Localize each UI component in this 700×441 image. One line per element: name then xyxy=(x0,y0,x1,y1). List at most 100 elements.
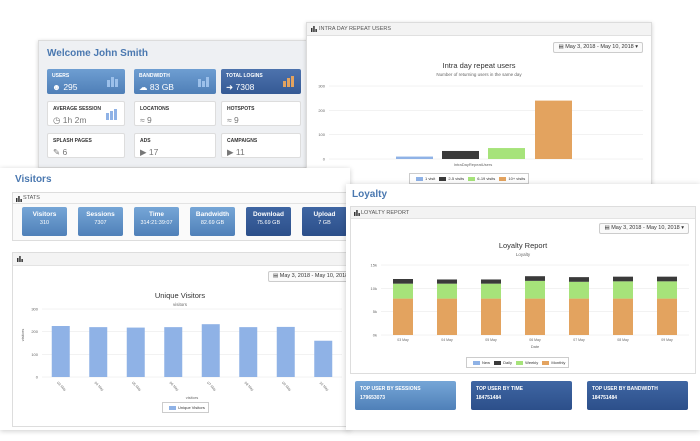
legend-6-19-visits: 6-19 visits xyxy=(477,176,496,181)
bar-segment-daily xyxy=(437,279,457,284)
repeat-date-range-picker[interactable]: ▤ May 3, 2018 - May 10, 2018 ▾ xyxy=(553,42,643,53)
users-value: 295 xyxy=(63,82,78,92)
legend-10-plus-visits: 10+ visits xyxy=(508,176,526,181)
hotspots-label: HOTSPOTS xyxy=(227,106,255,112)
stat-sessions[interactable]: Sessions 7307 xyxy=(78,207,123,236)
bar-segment-daily xyxy=(525,276,545,281)
play-icon: ▶ xyxy=(140,147,147,157)
x-tick-label: 05 May xyxy=(131,381,142,392)
bar-2-5-visits xyxy=(442,150,479,159)
locations-value: 9 xyxy=(147,115,152,125)
bar-segment-weekly xyxy=(393,283,413,299)
x-tick-label: 05 May xyxy=(485,338,497,342)
x-tick-label: 04 May xyxy=(94,381,105,392)
average-session-tile[interactable]: AVERAGE SESSION ◷ 1h 2m xyxy=(47,101,125,126)
x-tick-label: 06 May xyxy=(529,338,541,342)
bar-segment-daily xyxy=(393,279,413,284)
y-tick-label: 0 xyxy=(36,375,39,380)
caret-down-icon: ▾ xyxy=(681,225,684,231)
bar-segment-weekly xyxy=(569,281,589,299)
y-axis-label: visitors xyxy=(20,329,25,341)
bar-chart-icon xyxy=(17,256,23,262)
bar-segment-monthly xyxy=(569,298,589,335)
loyalty-report-card: LOYALTY REPORT ▤ May 3, 2018 - May 10, 2… xyxy=(350,206,696,374)
locations-label: LOCATIONS xyxy=(140,106,170,112)
bar-segment-weekly xyxy=(657,281,677,299)
bar-segment-weekly xyxy=(613,281,633,299)
play-icon: ▶ xyxy=(227,147,234,157)
visitors-date-range-picker[interactable]: ▤ May 3, 2018 - May 10, 2018 ▾ xyxy=(268,271,358,282)
edit-icon: ✎ xyxy=(53,147,61,157)
loyalty-section-title: Loyalty xyxy=(352,189,388,200)
bar xyxy=(201,324,220,377)
legend-unique-visitors: Unique Visitors xyxy=(178,405,205,410)
repeat-users-panel: INTRA DAY REPEAT USERS ▤ May 3, 2018 - M… xyxy=(306,22,652,190)
loyalty-report-header: LOYALTY REPORT xyxy=(361,210,410,216)
unique-visitors-chart: 0 100 200 300 visitors 03 May 04 May 05 May 06 M… xyxy=(20,307,342,400)
campaigns-tile[interactable]: CAMPAIGNS ▶ 11 xyxy=(221,133,301,158)
x-tick-label: 10 May xyxy=(319,381,330,392)
bar-6-19-visits xyxy=(488,148,525,159)
bar xyxy=(126,327,145,377)
y-tick-label: 300 xyxy=(31,307,38,312)
bar-chart-icon xyxy=(16,196,22,202)
bandwidth-value: 83 GB xyxy=(149,82,174,92)
bar-chart-icon xyxy=(107,77,118,87)
welcome-title: Welcome John Smith xyxy=(47,48,148,59)
calendar-icon: ▤ xyxy=(558,44,564,50)
wifi-icon: ≈ xyxy=(227,115,232,125)
bar-segment-monthly xyxy=(525,298,545,335)
y-tick-label: 10k xyxy=(371,286,377,291)
y-tick-label: 5k xyxy=(373,309,377,314)
total-logins-value: 7308 xyxy=(235,82,255,92)
loyalty-chart-subtitle: Loyalty xyxy=(515,252,531,257)
stat-download[interactable]: Download 75.69 GB xyxy=(246,207,291,236)
top-user-by-sessions-tile[interactable]: TOP USER BY SESSIONS 179653073 xyxy=(355,381,456,410)
ads-tile[interactable]: ADS ▶ 17 xyxy=(134,133,216,158)
top-user-sessions-label: TOP USER BY SESSIONS xyxy=(360,386,421,392)
ads-value: 17 xyxy=(148,147,159,157)
x-tick-label: 03 May xyxy=(397,338,409,342)
calendar-icon: ▤ xyxy=(273,273,279,279)
locations-tile[interactable]: LOCATIONS ≈ 9 xyxy=(134,101,216,126)
top-user-bandwidth-value: 184751484 xyxy=(592,395,618,401)
y-tick-label: 0 xyxy=(323,157,326,162)
bar xyxy=(239,327,258,377)
top-user-time-label: TOP USER BY TIME xyxy=(476,386,523,392)
top-user-by-bandwidth-tile[interactable]: TOP USER BY BANDWIDTH 184751484 xyxy=(587,381,688,410)
top-user-by-time-tile[interactable]: TOP USER BY TIME 184751484 xyxy=(471,381,572,410)
user-icon: ☻ xyxy=(52,82,61,92)
users-tile[interactable]: USERS ☻ 295 xyxy=(47,69,125,94)
x-tick-label: 03 May xyxy=(56,381,67,392)
repeat-chart-legend: 1 visit 2-5 visits 6-19 visits 10+ visit… xyxy=(409,173,530,184)
stat-upload[interactable]: Upload 7 GB xyxy=(302,207,347,236)
bar xyxy=(89,327,108,377)
stat-visitors[interactable]: Visitors 310 xyxy=(22,207,67,236)
bar-segment-weekly xyxy=(525,280,545,299)
y-tick-label: 100 xyxy=(318,132,325,137)
campaigns-label: CAMPAIGNS xyxy=(227,138,258,144)
total-logins-tile[interactable]: TOTAL LOGINS ➜ 7308 xyxy=(221,69,301,94)
stat-time[interactable]: Time 314:21:39:07 xyxy=(134,207,179,236)
bandwidth-tile[interactable]: BANDWIDTH ☁ 83 GB xyxy=(134,69,216,94)
login-icon: ➜ xyxy=(226,82,234,92)
bar-segment-monthly xyxy=(437,298,457,335)
bar-segment-daily xyxy=(613,276,633,282)
bar-segment-daily xyxy=(481,279,501,284)
y-tick-label: 15k xyxy=(371,263,377,268)
bar-segment-daily xyxy=(569,277,589,282)
bar xyxy=(314,340,333,377)
hotspots-tile[interactable]: HOTSPOTS ≈ 9 xyxy=(221,101,301,126)
top-user-sessions-value: 179653073 xyxy=(360,395,386,401)
users-label: USERS xyxy=(52,73,70,79)
stat-bandwidth[interactable]: Bandwidth 82.69 GB xyxy=(190,207,235,236)
repeat-panel-header: INTRA DAY REPEAT USERS xyxy=(319,26,392,32)
loyalty-date-range-picker[interactable]: ▤ May 3, 2018 - May 10, 2018 ▾ xyxy=(599,223,689,234)
top-user-time-value: 184751484 xyxy=(476,395,502,401)
clock-icon: ◷ xyxy=(53,115,61,125)
legend-new: New xyxy=(482,360,491,365)
bar xyxy=(51,326,70,377)
splash-pages-tile[interactable]: SPLASH PAGES ✎ 6 xyxy=(47,133,125,158)
bar-segment-monthly xyxy=(481,298,501,335)
caret-down-icon: ▾ xyxy=(635,44,638,50)
